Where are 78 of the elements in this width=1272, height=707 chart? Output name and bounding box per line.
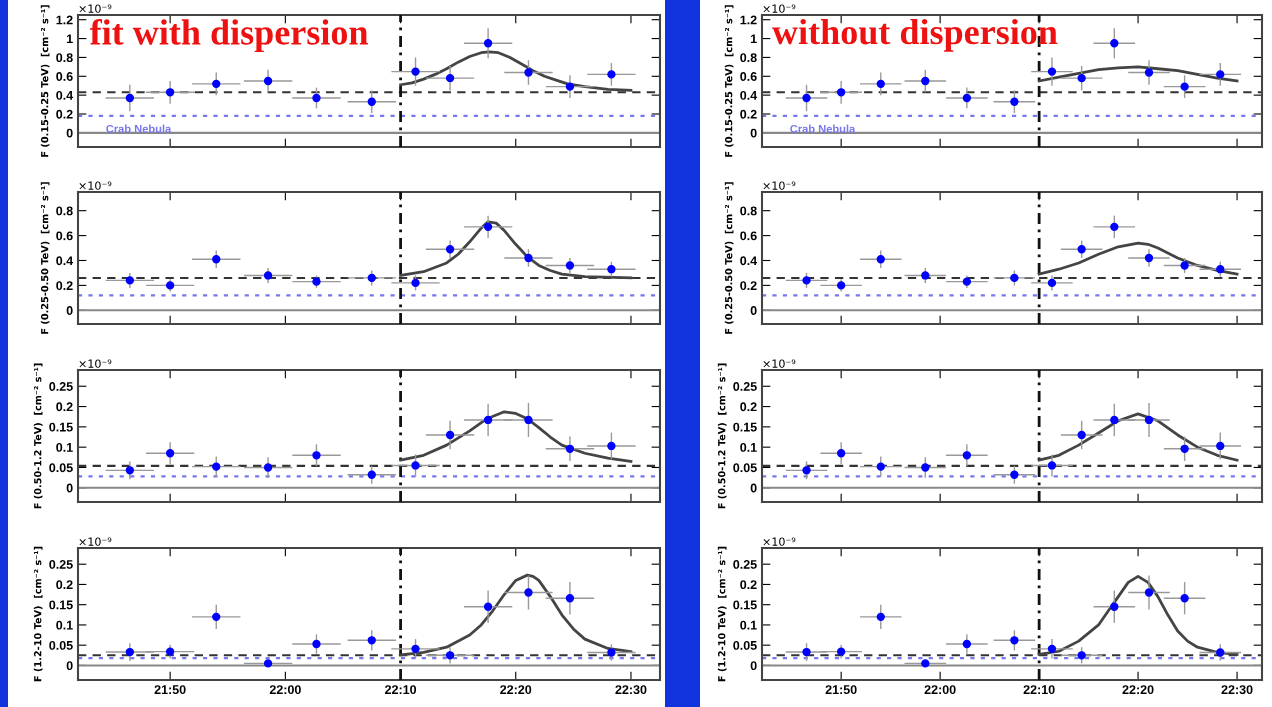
x-tick-label: 21:50 [154,685,186,695]
y-tick-label: 0.1 [740,620,757,630]
text: ×10⁻⁹ [79,537,112,546]
y-tick-label: 0.2 [740,402,757,412]
y-tick-label: 0.8 [740,206,757,216]
x-tick-label: 22:30 [1221,685,1253,695]
y-tick-label: 0.1 [56,442,73,452]
y-tick-label: 0.4 [56,90,74,100]
y-tick-label: 0.6 [740,231,757,241]
y-tick-label: 0.6 [740,72,757,81]
y-axis-title: F (0.25-0.50 TeV) [cm⁻² s⁻¹] [724,182,734,334]
y-tick-label: 0.6 [56,72,73,81]
text: ×10⁻⁹ [763,4,796,13]
text: ×10⁻⁹ [79,181,112,190]
y-tick-label: 0.1 [56,620,73,630]
y-tick-label: 1 [66,34,73,44]
y-tick-label: 0.4 [740,90,758,100]
text: ×10⁻⁹ [79,4,112,13]
y-tick-label: 0.15 [733,422,757,432]
y-axis-title: F (0.50-1.2 TeV) [cm⁻² s⁻¹] [33,363,43,509]
y-tick-label: 0.2 [740,580,757,590]
y-tick-label: 0 [66,483,73,493]
y-tick-label: 0.6 [56,231,73,241]
x-tick-label: 22:00 [269,685,301,695]
text: ×10⁻⁹ [763,359,796,368]
y-tick-label: 0 [750,483,757,493]
y-tick-label: 0.15 [49,422,73,432]
x-tick-label: 22:10 [385,685,417,695]
ref-line-label: Crab Nebula [790,124,856,133]
text: ×10⁻⁹ [763,537,796,546]
y-axis-title: F (1.2-10 TeV) [cm⁻² s⁻¹] [33,546,43,682]
y-tick-label: 0.15 [733,600,757,610]
y-tick-label: 0.05 [49,463,73,473]
y-tick-label: 0.8 [56,53,73,63]
x-tick-label: 22:20 [500,685,532,695]
y-tick-label: 0 [66,128,73,138]
y-axis-title: F (0.15-0.25 TeV) [cm⁻² s⁻¹] [40,5,50,157]
y-tick-label: 0.25 [49,560,73,569]
x-tick-label: 21:50 [825,685,857,695]
y-tick-label: 0.2 [56,281,73,291]
y-tick-label: 1 [750,34,757,44]
y-tick-label: 0.4 [740,256,758,266]
y-tick-label: 1.2 [56,15,73,25]
y-tick-label: 0.1 [740,442,757,452]
y-axis-title: F (1.2-10 TeV) [cm⁻² s⁻¹] [717,546,727,682]
y-tick-label: 0.05 [733,640,757,650]
x-tick-label: 22:20 [1122,685,1154,695]
y-tick-label: 0 [750,306,757,315]
y-tick-label: 0.15 [49,600,73,610]
chart-title: without dispersion [772,18,1058,52]
y-tick-label: 0.05 [49,640,73,650]
y-tick-label: 0.25 [49,382,73,391]
y-tick-label: 0.8 [740,53,757,63]
x-tick-label: 22:10 [1023,685,1055,695]
y-tick-label: 0.2 [740,281,757,291]
y-tick-label: 0 [66,306,73,315]
chart-title: fit with dispersion [89,18,368,53]
y-tick-label: 0.25 [733,382,757,391]
y-tick-label: 0.2 [56,109,73,119]
y-tick-label: 0.4 [56,256,74,266]
y-axis-title: F (0.50-1.2 TeV) [cm⁻² s⁻¹] [717,363,727,509]
y-tick-label: 0.05 [733,463,757,473]
text: ×10⁻⁹ [79,359,112,368]
y-tick-label: 0.2 [56,580,73,590]
ref-line-label: Crab Nebula [106,124,172,133]
y-tick-label: 0 [66,661,73,671]
y-tick-label: 0.2 [56,402,73,412]
x-tick-label: 22:00 [924,685,956,695]
y-tick-label: 0.8 [56,206,73,216]
y-axis-title: F (0.25-0.50 TeV) [cm⁻² s⁻¹] [40,182,50,334]
x-tick-label: 22:30 [615,685,647,695]
y-tick-label: 0 [750,661,757,671]
text: ×10⁻⁹ [763,181,796,190]
y-tick-label: 1.2 [740,15,757,25]
y-axis-title: F (0.15-0.25 TeV) [cm⁻² s⁻¹] [724,5,734,157]
y-tick-label: 0 [750,128,757,138]
y-tick-label: 0.25 [733,560,757,569]
y-tick-label: 0.2 [740,109,757,119]
